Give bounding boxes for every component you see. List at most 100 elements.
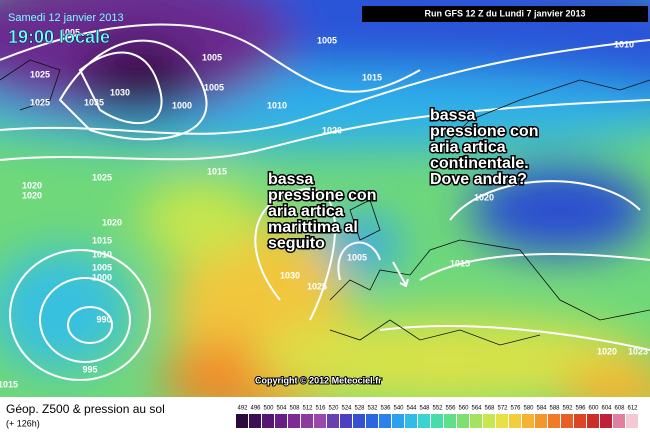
scale-label: 492 xyxy=(237,406,248,412)
scale-swatch xyxy=(470,414,482,428)
scale-label: 592 xyxy=(562,406,573,412)
footer-title: Géop. Z500 & pression au sol xyxy=(6,402,165,416)
scale-swatch xyxy=(249,414,261,428)
scale-swatch xyxy=(444,414,456,428)
scale-label: 540 xyxy=(393,406,404,412)
annotation: bassa pressione con aria artica marittima a… xyxy=(268,171,376,252)
scale-label: 556 xyxy=(445,406,456,412)
scale-label: 552 xyxy=(432,406,443,412)
scale-swatch xyxy=(535,414,547,428)
footer-lead: (+ 126h) xyxy=(6,418,40,428)
scale-label: 500 xyxy=(263,406,274,412)
scale-swatch xyxy=(600,414,612,428)
scale-label: 528 xyxy=(354,406,365,412)
annotation-line: marittima al xyxy=(268,219,358,236)
scale-label: 508 xyxy=(289,406,300,412)
isobar-label: 1010 xyxy=(267,100,287,110)
isobar-label: 1005 xyxy=(204,82,224,92)
scale-label: 584 xyxy=(536,406,547,412)
annotation-line: aria artica xyxy=(430,139,506,156)
isobar-label: 1005 xyxy=(60,27,80,37)
isobars xyxy=(0,23,650,381)
scale-label: 572 xyxy=(497,406,508,412)
annotation: bassa pressione con aria artica continental… xyxy=(430,107,538,188)
scale-swatch xyxy=(275,414,287,428)
scale-swatch xyxy=(236,414,248,428)
scale-swatch xyxy=(392,414,404,428)
annotation-line: aria artica xyxy=(268,203,344,220)
scale-label: 512 xyxy=(302,406,313,412)
annotation-line: pressione con xyxy=(268,187,376,204)
scale-label: 576 xyxy=(510,406,521,412)
coastlines xyxy=(0,59,650,346)
scale-label: 496 xyxy=(250,406,261,412)
isobar-label: 1020 xyxy=(474,192,494,202)
scale-label: 544 xyxy=(406,406,417,412)
annotation-line: seguito xyxy=(268,235,325,252)
isobar-label: 1020 xyxy=(597,346,617,356)
scale-label: 568 xyxy=(484,406,495,412)
scale-swatch xyxy=(418,414,430,428)
scale-label: 560 xyxy=(458,406,469,412)
date: Samedi 12 janvier 2013 xyxy=(8,12,124,24)
isobar-label: 1025 xyxy=(307,281,327,291)
isobar-label: 1005 xyxy=(347,252,367,262)
isobar-label: 1000 xyxy=(172,100,192,110)
scale-label: 580 xyxy=(523,406,534,412)
scale-swatch xyxy=(626,414,638,428)
isobar-label: 1010 xyxy=(92,249,112,259)
scale-swatch xyxy=(483,414,495,428)
scale-swatch xyxy=(561,414,573,428)
scale-label: 504 xyxy=(276,406,287,412)
isobar-label: 1015 xyxy=(0,379,18,389)
isobar-label: 1020 xyxy=(102,217,122,227)
isobar-label: 1025 xyxy=(30,69,50,79)
annotation-line: bassa xyxy=(430,107,475,124)
scale-swatch xyxy=(353,414,365,428)
annotation-line: bassa xyxy=(268,171,313,188)
copyright: Copyright © 2012 Meteociel.fr xyxy=(255,375,382,385)
isobar-label: 1005 xyxy=(92,262,112,272)
scale-label: 588 xyxy=(549,406,560,412)
scale-label: 532 xyxy=(367,406,378,412)
isobar-label: 1025 xyxy=(92,172,112,182)
scale-label: 600 xyxy=(588,406,599,412)
scale-label: 612 xyxy=(627,406,638,412)
scale-swatch xyxy=(574,414,586,428)
isobar-label: 1035 xyxy=(84,97,104,107)
scale-label: 604 xyxy=(601,406,612,412)
isobar-label: 1000 xyxy=(92,272,112,282)
isobar-label: 1020 xyxy=(322,125,342,135)
scale-label: 520 xyxy=(328,406,339,412)
scale-label: 608 xyxy=(614,406,625,412)
scale-label: 548 xyxy=(419,406,430,412)
isobar-label: 1030 xyxy=(280,270,300,280)
scale-swatch xyxy=(548,414,560,428)
scale-swatch xyxy=(496,414,508,428)
isobar-label: 1015 xyxy=(450,258,470,268)
isobar-label: 1030 xyxy=(110,87,130,97)
scale-swatch xyxy=(379,414,391,428)
scale-swatch xyxy=(587,414,599,428)
isobar-label: 1020 xyxy=(22,190,42,200)
scale-swatch xyxy=(431,414,443,428)
scale-swatch xyxy=(366,414,378,428)
isobar-label: 1020 xyxy=(22,180,42,190)
scale-swatch xyxy=(457,414,469,428)
scale-label: 536 xyxy=(380,406,391,412)
scale-swatch xyxy=(288,414,300,428)
isobar-label: 1023 xyxy=(628,346,648,356)
isobar-label: 1005 xyxy=(317,35,337,45)
scale-label: 524 xyxy=(341,406,352,412)
annotation-line: Dove andra? xyxy=(430,171,527,188)
isobar-label: 1015 xyxy=(92,235,112,245)
scale-label: 596 xyxy=(575,406,586,412)
isobar-label: 1015 xyxy=(207,166,227,176)
time: 19:00 locale xyxy=(8,27,110,47)
scale-swatch xyxy=(314,414,326,428)
scale-swatch xyxy=(522,414,534,428)
isobar-label: 1025 xyxy=(30,97,50,107)
isobar-label: 990 xyxy=(96,314,111,324)
